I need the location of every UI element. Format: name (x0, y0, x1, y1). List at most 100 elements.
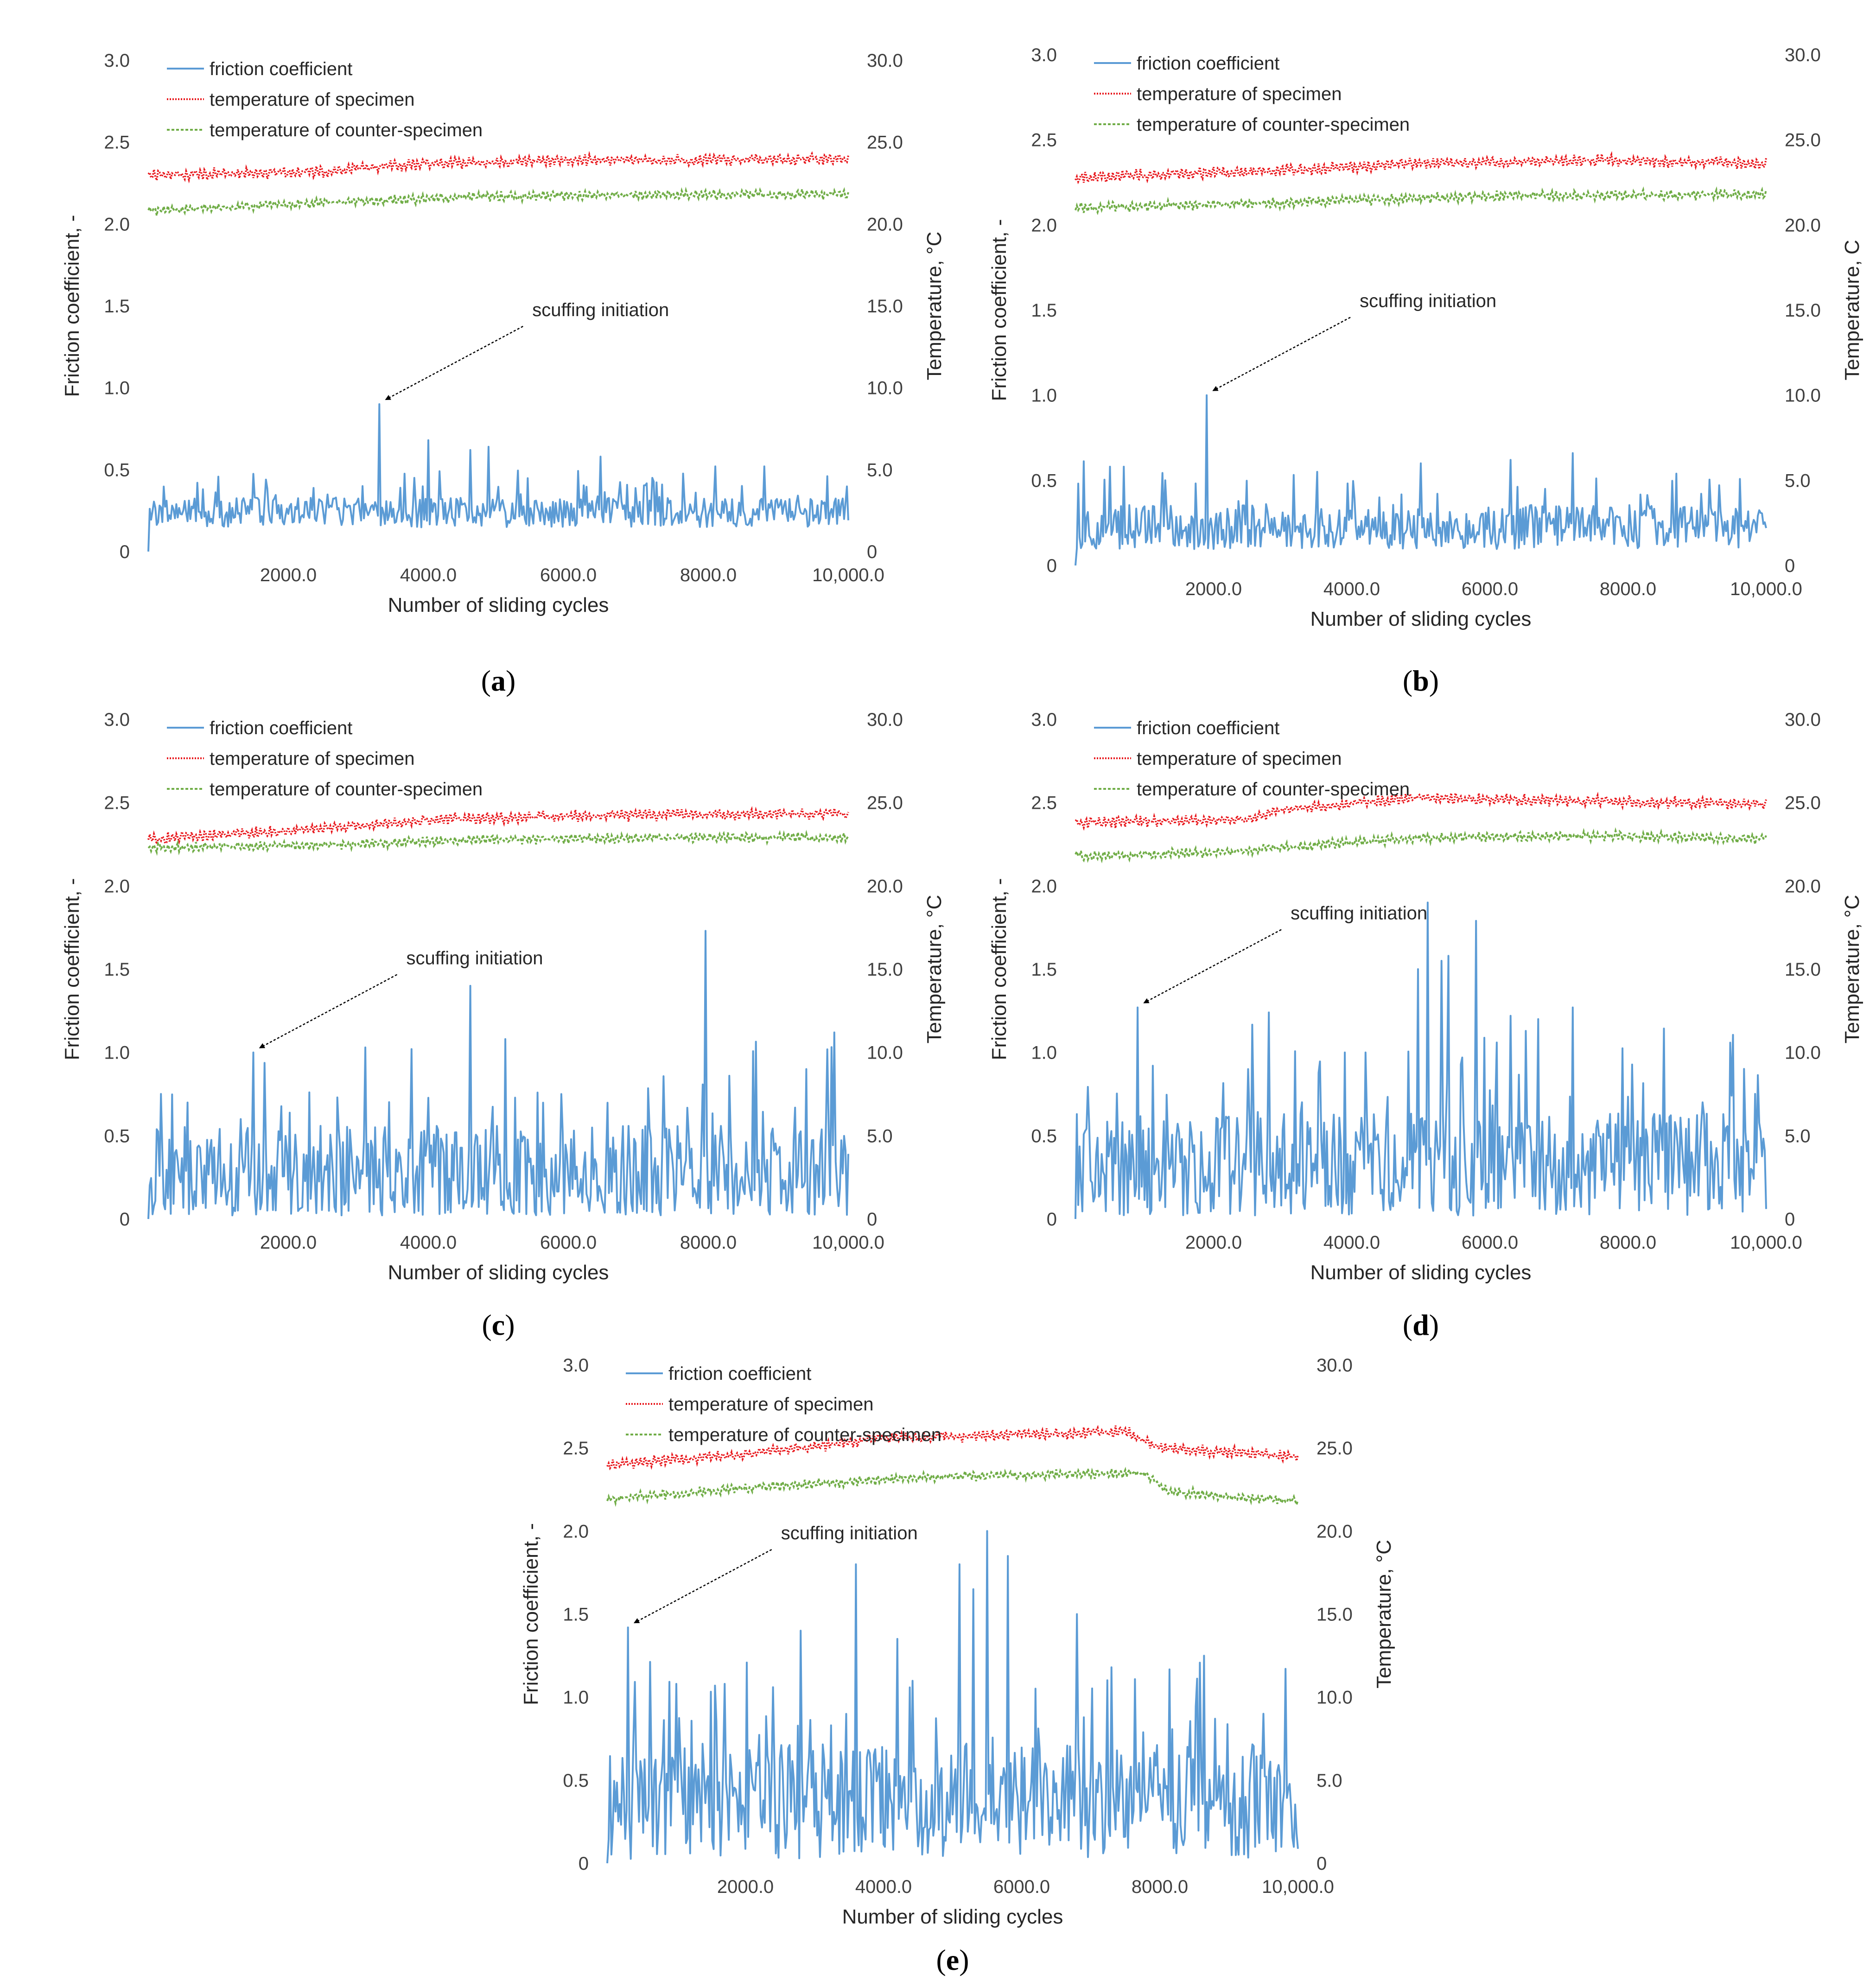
panel-caption-letter: e (946, 1943, 959, 1976)
legend-label: friction coefficient (1137, 53, 1279, 74)
y-tick-label: 2.5 (1031, 793, 1057, 813)
x-axis-title: Number of sliding cycles (388, 594, 609, 616)
x-axis-title: Number of sliding cycles (842, 1905, 1063, 1928)
panel-caption-letter: d (1412, 1308, 1429, 1341)
x-tick-label: 2000.0 (260, 565, 317, 585)
y-tick-label: 3.0 (104, 710, 130, 730)
legend-label: temperature of counter-specimen (668, 1425, 941, 1445)
annotation-label: scuffing initiation (1360, 291, 1496, 311)
y-tick-label: 2.0 (1031, 876, 1057, 896)
annotation-arrow (385, 325, 523, 400)
x-tick-label: 10,000.0 (812, 565, 884, 585)
x-axis-title: Number of sliding cycles (388, 1261, 609, 1284)
y-tick-label: 3.0 (1031, 710, 1057, 730)
y2-tick-label: 15.0 (1785, 959, 1821, 980)
annotation-arrow (633, 1549, 772, 1624)
y-tick-label: 1.0 (104, 1043, 130, 1063)
chart-panel-a: 0 0.5 1.0 1.5 2.0 2.5 3.0 0 5.0 10.0 15.0 20.0 25.0 3… (61, 51, 946, 697)
y2-tick-label: 15.0 (1316, 1605, 1353, 1625)
legend-label: temperature of specimen (1137, 84, 1342, 104)
legend-label: temperature of counter-specimen (210, 120, 483, 140)
y-tick-label: 1.0 (1031, 1043, 1057, 1063)
legend-label: friction coefficient (210, 718, 352, 738)
y2-tick-label: 10.0 (1316, 1688, 1353, 1708)
legend-label: temperature of counter-specimen (210, 779, 483, 800)
series-line-friction-coefficient (1075, 394, 1767, 566)
legend-label: temperature of specimen (210, 89, 414, 110)
x-tick-label: 6000.0 (1462, 1232, 1518, 1253)
panel-caption: (a) (481, 664, 516, 697)
y-axis-title: Friction coefficient, - (988, 878, 1011, 1060)
y-tick-label: 0.5 (104, 460, 130, 480)
y-tick-label: 0 (1047, 556, 1057, 576)
x-tick-label: 2000.0 (260, 1232, 317, 1253)
series-line-temperature-counter-specimen (147, 829, 849, 856)
y-tick-label: 3.0 (104, 51, 130, 71)
y2-tick-label: 15.0 (1785, 300, 1821, 321)
panel-caption: (d) (1403, 1308, 1439, 1341)
series-line-temperature-counter-specimen (147, 186, 849, 216)
legend-label: friction coefficient (668, 1364, 811, 1384)
y2-tick-label: 15.0 (867, 296, 903, 317)
y2-tick-label: 5.0 (867, 460, 893, 480)
x-tick-label: 4000.0 (400, 565, 457, 585)
y-tick-label: 1.5 (1031, 300, 1057, 321)
y2-tick-label: 10.0 (867, 1043, 903, 1063)
x-tick-label: 8000.0 (1132, 1877, 1188, 1897)
chart-panel-e: 0 0.5 1.0 1.5 2.0 2.5 3.0 0 5.0 10.0 15.0 20.0 25.0 3… (520, 1355, 1395, 1976)
y2-axis-title: Temperature, °C (923, 895, 946, 1044)
y-tick-label: 2.0 (563, 1521, 589, 1542)
y-axis-title: Friction coefficient, - (988, 219, 1011, 401)
x-tick-label: 4000.0 (1323, 579, 1380, 599)
y-tick-label: 2.5 (563, 1438, 589, 1459)
x-tick-label: 6000.0 (540, 1232, 597, 1253)
y2-tick-label: 30.0 (1316, 1355, 1353, 1376)
x-tick-label: 2000.0 (1185, 1232, 1242, 1253)
x-tick-label: 4000.0 (855, 1877, 912, 1897)
y2-tick-label: 20.0 (1785, 215, 1821, 235)
chart-panel-d: 0 0.5 1.0 1.5 2.0 2.5 3.0 0 5.0 10.0 15.0 20.0 25.0 3… (988, 710, 1863, 1341)
legend: friction coefficient temperature of speci… (626, 1364, 941, 1445)
x-tick-label: 4000.0 (1323, 1232, 1380, 1253)
panel-caption-letter: b (1412, 664, 1429, 697)
legend-label: temperature of specimen (210, 749, 414, 769)
y-tick-label: 0 (579, 1854, 589, 1874)
y2-tick-label: 20.0 (1316, 1521, 1353, 1542)
y-tick-label: 3.0 (563, 1355, 589, 1376)
x-tick-label: 6000.0 (540, 565, 597, 585)
y2-tick-label: 20.0 (867, 214, 903, 235)
y2-axis-title: Temperature, °C (1841, 895, 1863, 1044)
x-tick-label: 6000.0 (1462, 579, 1518, 599)
y-tick-label: 1.0 (1031, 386, 1057, 406)
y2-tick-label: 5.0 (1316, 1771, 1342, 1791)
x-tick-label: 8000.0 (680, 565, 737, 585)
legend-label: temperature of counter-specimen (1137, 114, 1410, 135)
series-line-friction-coefficient (606, 1530, 1299, 1864)
x-tick-label: 8000.0 (680, 1232, 737, 1253)
series-line-temperature-specimen (147, 150, 849, 184)
x-tick-label: 10,000.0 (1262, 1877, 1334, 1897)
x-axis-title: Number of sliding cycles (1310, 1261, 1532, 1284)
series-line-temperature-specimen (1075, 151, 1767, 185)
y-tick-label: 2.5 (104, 793, 130, 813)
x-tick-label: 8000.0 (1600, 1232, 1656, 1253)
y2-tick-label: 30.0 (1785, 45, 1821, 65)
y2-axis-title: Temperature, °C (923, 232, 946, 381)
y-axis-title: Friction coefficient, - (520, 1523, 542, 1705)
y-axis-title: Friction coefficient, - (61, 215, 83, 397)
y2-tick-label: 30.0 (1785, 710, 1821, 730)
x-tick-label: 2000.0 (1185, 579, 1242, 599)
y2-tick-label: 10.0 (1785, 386, 1821, 406)
y-tick-label: 0.5 (1031, 1126, 1057, 1146)
y2-tick-label: 25.0 (867, 793, 903, 813)
series-line-temperature-counter-specimen (1075, 827, 1767, 863)
panel-caption-letter: a (491, 664, 506, 697)
y2-tick-label: 10.0 (1785, 1043, 1821, 1063)
y2-tick-label: 25.0 (867, 133, 903, 153)
y2-tick-label: 25.0 (1316, 1438, 1353, 1459)
y-tick-label: 2.0 (1031, 215, 1057, 235)
x-tick-label: 8000.0 (1600, 579, 1656, 599)
y2-tick-label: 30.0 (867, 710, 903, 730)
y-tick-label: 0.5 (104, 1126, 130, 1146)
